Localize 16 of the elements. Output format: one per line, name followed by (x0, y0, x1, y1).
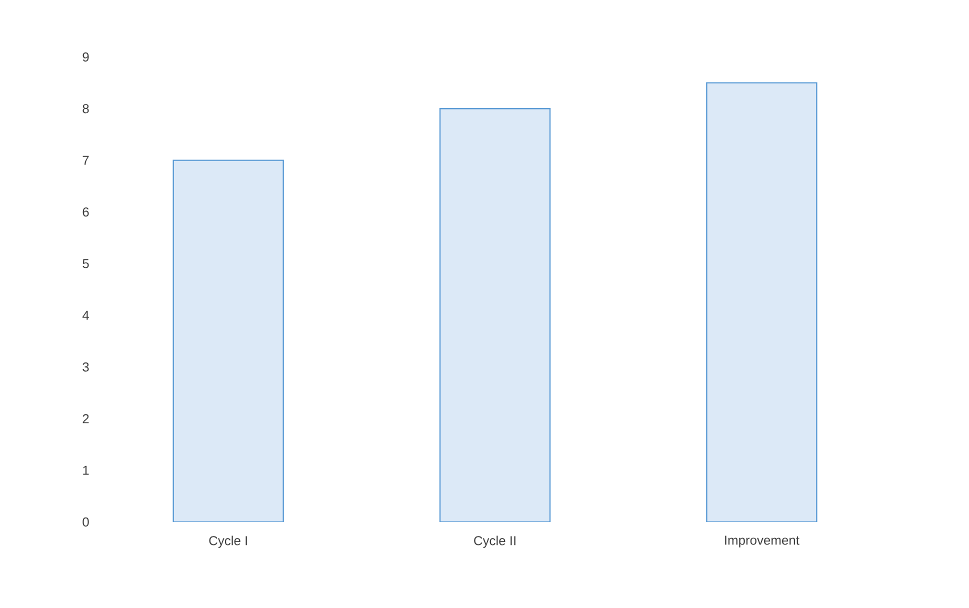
y-tick-label: 0 (82, 517, 89, 527)
y-tick-label: 4 (82, 310, 89, 320)
x-tick-label: Cycle II (474, 536, 516, 548)
x-tick-label: Improvement (725, 536, 800, 548)
y-tick-label: 5 (82, 259, 89, 268)
y-tick-label: 3 (82, 362, 89, 372)
bar (706, 82, 818, 522)
bar (439, 108, 551, 522)
y-tick-label: 8 (82, 104, 89, 114)
x-tick-label: Cycle I (209, 536, 247, 548)
y-tick-label: 7 (82, 156, 89, 165)
bar (172, 160, 284, 522)
y-tick-label: 6 (82, 207, 89, 217)
y-tick-label: 9 (82, 52, 89, 62)
y-tick-label: 2 (82, 414, 89, 424)
y-tick-label: 1 (83, 466, 89, 475)
